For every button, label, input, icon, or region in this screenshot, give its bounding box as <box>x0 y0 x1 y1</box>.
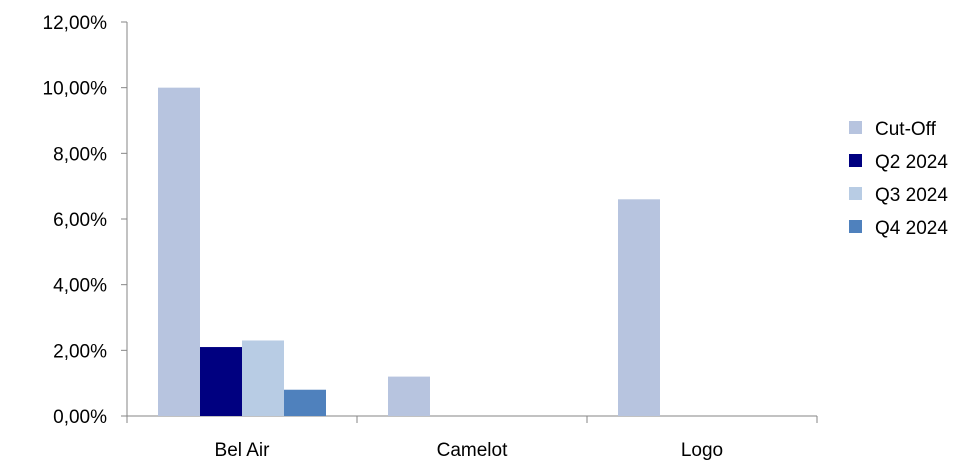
y-tick-label: 0,00% <box>53 407 107 428</box>
x-tick-label: Bel Air <box>215 440 271 461</box>
y-tick-label: 2,00% <box>53 341 107 362</box>
bar <box>158 87 200 417</box>
y-tick-label: 8,00% <box>53 144 107 165</box>
legend-label: Q3 2024 <box>875 185 948 206</box>
legend-swatch <box>849 187 862 200</box>
bars <box>158 87 660 417</box>
y-tick-label: 4,00% <box>53 276 107 297</box>
legend-swatch <box>849 154 862 167</box>
bar <box>618 199 660 416</box>
bar <box>242 340 284 416</box>
y-tick-label: 6,00% <box>53 210 107 231</box>
x-tick-label: Camelot <box>437 440 508 461</box>
legend-label: Cut-Off <box>875 119 937 140</box>
bar <box>284 389 326 416</box>
legend: Cut-Off Q2 2024 Q3 2024 Q4 2024 <box>849 119 948 239</box>
y-tick-label: 12,00% <box>43 13 108 34</box>
legend-label: Q4 2024 <box>875 218 948 239</box>
legend-swatch <box>849 220 862 233</box>
legend-label: Q2 2024 <box>875 152 948 173</box>
bar <box>388 376 430 416</box>
y-tick-label: 10,00% <box>43 79 108 100</box>
x-tick-label: Logo <box>681 440 723 461</box>
legend-swatch <box>849 121 862 134</box>
bar <box>200 347 242 416</box>
axes: 0,00% 2,00% 4,00% 6,00% 8,00% 10,00% 12,00% Bel… <box>43 13 818 461</box>
